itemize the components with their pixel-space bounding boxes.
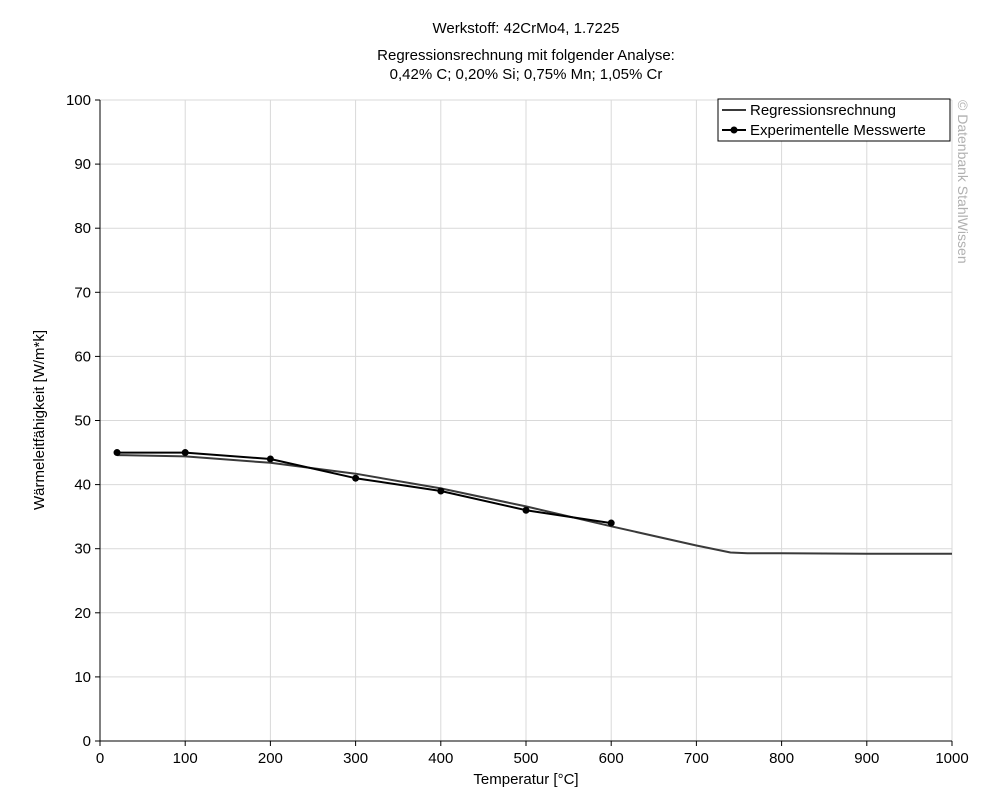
chart-subtitle-line-1: Regressionsrechnung mit folgender Analys… xyxy=(377,47,675,64)
x-tick-label: 600 xyxy=(599,750,624,767)
data-point xyxy=(352,474,360,482)
x-axis-label: Temperatur [°C] xyxy=(473,771,578,788)
x-tick-label: 800 xyxy=(769,750,794,767)
x-tick-label: 900 xyxy=(854,750,879,767)
y-tick-labels: 0 10 20 30 40 50 60 70 80 90 100 xyxy=(66,92,91,750)
y-tick-label: 70 xyxy=(74,284,91,301)
y-tick-label: 10 xyxy=(74,669,91,686)
x-tick-labels: 0 100 200 300 400 500 600 700 800 900 1000 xyxy=(96,750,969,767)
y-tick-label: 0 xyxy=(83,733,91,750)
legend: Regressionsrechnung Experimentelle Messw… xyxy=(717,98,951,142)
legend-label-measurements: Experimentelle Messwerte xyxy=(750,122,926,139)
x-tick-label: 1000 xyxy=(935,750,968,767)
y-axis-label: Wärmeleitfähigkeit [W/m*k] xyxy=(31,330,48,510)
x-tick-label: 300 xyxy=(343,750,368,767)
series-layer xyxy=(113,449,952,555)
data-point xyxy=(266,455,274,463)
legend-box xyxy=(717,98,951,142)
y-tick-label: 100 xyxy=(66,92,91,109)
data-point xyxy=(181,449,189,457)
y-tick-label: 20 xyxy=(74,605,91,622)
y-tick-label: 80 xyxy=(74,220,91,237)
x-tick-label: 700 xyxy=(684,750,709,767)
x-tick-label: 500 xyxy=(513,750,538,767)
legend-marker-measurements xyxy=(730,126,738,134)
series-line-1 xyxy=(117,451,612,525)
y-tick-label: 30 xyxy=(74,541,91,558)
x-tick-label: 400 xyxy=(428,750,453,767)
data-point xyxy=(113,449,121,457)
grid-lines xyxy=(99,99,953,742)
y-tick-label: 60 xyxy=(74,348,91,365)
series-line-0 xyxy=(116,454,952,555)
data-point xyxy=(437,487,445,495)
x-tick-label: 100 xyxy=(173,750,198,767)
axes xyxy=(95,99,953,746)
legend-label-regression: Regressionsrechnung xyxy=(750,102,896,119)
data-point xyxy=(607,519,615,527)
y-tick-label: 50 xyxy=(74,413,91,430)
data-point xyxy=(522,506,530,514)
y-tick-label: 40 xyxy=(74,477,91,494)
x-tick-label: 0 xyxy=(96,750,104,767)
chart-title: Werkstoff: 42CrMo4, 1.7225 xyxy=(432,20,620,37)
y-tick-label: 90 xyxy=(74,156,91,173)
x-tick-label: 200 xyxy=(258,750,283,767)
chart-subtitle-line-2: 0,42% C; 0,20% Si; 0,75% Mn; 1,05% Cr xyxy=(389,66,663,83)
watermark: © Datenbank StahlWissen xyxy=(955,100,971,264)
